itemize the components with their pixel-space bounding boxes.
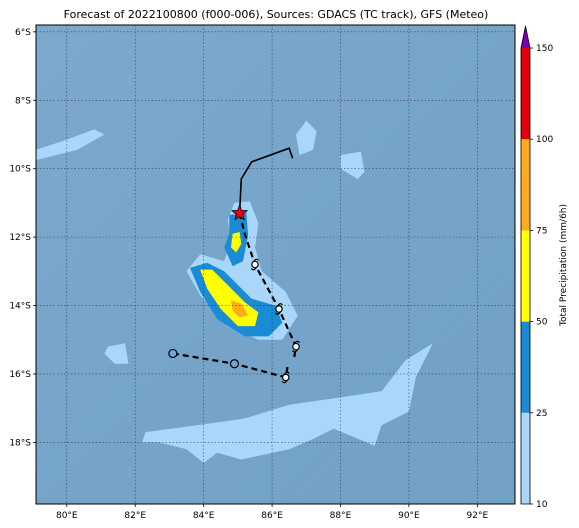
lat-tick-label: 6°S [15, 28, 31, 38]
colorbar-tick-label: 150 [536, 44, 553, 54]
colorbar-label: Total Precipitation (mm/6h) [559, 204, 569, 327]
lat-tick-label: 8°S [15, 96, 31, 106]
colorbar-segment [521, 230, 530, 322]
colorbar-segment [521, 139, 530, 231]
track-point-icon [168, 348, 178, 359]
lon-tick-label: 80°E [56, 511, 78, 521]
precipitation-layer [36, 120, 433, 463]
lat-tick-label: 14°S [9, 302, 31, 312]
lon-tick-label: 92°E [467, 511, 489, 521]
colorbar-tick-label: 50 [536, 318, 548, 328]
precip-light-western-streak [36, 129, 105, 161]
colorbar-segment [521, 412, 530, 504]
colorbar-extend-arrow [521, 26, 530, 48]
lat-tick-label: 16°S [9, 370, 31, 380]
map-frame [35, 24, 516, 505]
lon-tick-label: 84°E [193, 511, 215, 521]
colorbar-tick-label: 10 [536, 500, 548, 510]
precip-light-northeast-blob [296, 120, 317, 155]
lat-tick-label: 18°S [9, 438, 31, 448]
cyclone-symbol-icon [250, 258, 259, 271]
figure-title: Forecast of 2022100800 (f000-006), Sourc… [64, 8, 489, 21]
colorbar-tick-label: 100 [536, 135, 553, 145]
lon-tick-label: 82°E [124, 511, 146, 521]
precip-light-southern-band [142, 343, 433, 463]
cyclone-symbol-icon [292, 340, 301, 353]
axis-ticks: 80°E 82°E 84°E 86°E 88°E 90°E 92°E 6°S 8°S 10°S 12… [9, 28, 488, 521]
colorbar-outline [520, 25, 531, 505]
lon-tick-label: 86°E [261, 511, 283, 521]
colorbar-segment [521, 321, 530, 413]
cyclone-symbol-icon [274, 303, 283, 315]
cyclone-track [168, 147, 301, 384]
map-gridlines [36, 25, 515, 504]
colorbar-tick-label: 25 [536, 409, 547, 419]
precip-light-east-blob [340, 151, 365, 179]
lon-tick-label: 90°E [398, 511, 420, 521]
colorbar-segment [521, 48, 530, 140]
cyclone-symbol-icon [281, 371, 290, 384]
lat-tick-label: 10°S [9, 165, 31, 175]
precip-light-west-blob [104, 343, 129, 364]
current-position-star-icon [230, 204, 249, 221]
precip-very-heavy-band-peak [231, 300, 249, 318]
track-point-icon [229, 359, 240, 369]
colorbar-tick-label: 75 [536, 226, 547, 236]
track-past-line [238, 147, 294, 214]
colorbar: 10 25 50 75 100 150 [520, 25, 553, 510]
lon-tick-label: 88°E [330, 511, 352, 521]
lat-tick-label: 12°S [9, 233, 31, 243]
map-area[interactable] [36, 25, 515, 504]
precip-heavy-main-center [231, 232, 242, 253]
